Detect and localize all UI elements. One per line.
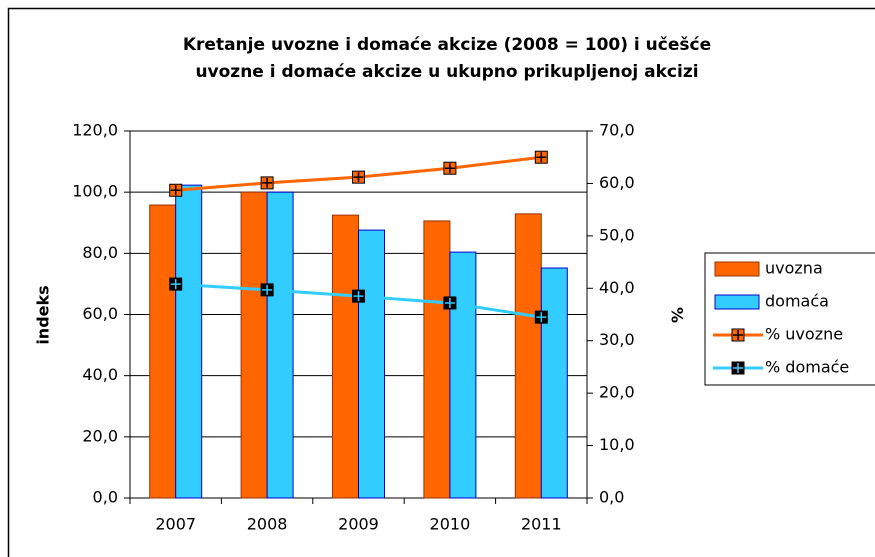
- bar: [423, 220, 451, 499]
- bar: [266, 191, 294, 499]
- y-tick-label: 120,0: [72, 121, 118, 140]
- line-marker: [169, 183, 183, 197]
- y2-tick-label: 60,0: [599, 173, 635, 192]
- y2-tick-label: 10,0: [599, 435, 635, 454]
- marker-plus: [262, 284, 273, 295]
- x-tick-label: 2011: [521, 515, 562, 534]
- marker-plus: [353, 172, 364, 183]
- legend-swatch: [714, 261, 760, 277]
- marker-plus: [444, 163, 455, 174]
- y2-tick-label: 40,0: [599, 278, 635, 297]
- y2-tick-label: 0,0: [599, 488, 624, 507]
- line-marker: [260, 176, 274, 190]
- y-tick-label: 20,0: [82, 426, 118, 445]
- bar: [149, 204, 177, 499]
- marker-plus: [170, 185, 181, 196]
- y2-axis-label: %: [668, 307, 687, 323]
- line-marker: [260, 283, 274, 297]
- bar: [175, 184, 203, 499]
- legend-label: domaća: [765, 292, 829, 311]
- chart-title: uvozne i domaće akcize u ukupno prikuplj…: [195, 62, 698, 82]
- y2-tick-label: 50,0: [599, 225, 635, 244]
- legend-label: % uvozne: [765, 325, 843, 344]
- y-tick-label: 80,0: [82, 243, 118, 262]
- marker-plus: [262, 177, 273, 188]
- chart-title: Kretanje uvozne i domaće akcize (2008 = …: [183, 35, 711, 55]
- y-tick-label: 40,0: [82, 365, 118, 384]
- line-marker: [731, 328, 745, 342]
- y-axis-label: indeks: [34, 285, 53, 344]
- y2-tick-label: 30,0: [599, 330, 635, 349]
- y-tick-label: 60,0: [82, 304, 118, 323]
- bar: [240, 191, 268, 499]
- bar: [449, 251, 477, 499]
- y-tick-label: 100,0: [72, 182, 118, 201]
- marker-plus: [733, 363, 743, 373]
- marker-plus: [536, 312, 547, 323]
- x-tick-label: 2008: [247, 515, 288, 534]
- bar: [514, 213, 542, 499]
- bar: [332, 214, 359, 499]
- line-marker: [352, 170, 365, 184]
- x-tick-label: 2009: [338, 515, 379, 534]
- marker-plus: [444, 297, 455, 308]
- x-tick-label: 2010: [430, 515, 471, 534]
- y-tick-label: 0,0: [93, 488, 118, 507]
- marker-plus: [170, 279, 181, 290]
- x-tick-label: 2007: [155, 515, 196, 534]
- marker-plus: [733, 330, 743, 340]
- line-marker: [731, 361, 745, 375]
- y2-tick-label: 70,0: [599, 121, 635, 140]
- bar: [358, 229, 385, 499]
- legend-label: uvozna: [765, 259, 823, 278]
- bar: [540, 267, 568, 499]
- legend-swatch: [714, 294, 760, 310]
- line-marker: [352, 289, 365, 303]
- line-marker: [534, 150, 548, 164]
- line-marker: [443, 161, 457, 175]
- marker-plus: [536, 152, 547, 163]
- y2-tick-label: 20,0: [599, 383, 635, 402]
- line-marker: [443, 296, 457, 310]
- marker-plus: [353, 291, 364, 302]
- line-marker: [534, 310, 548, 324]
- line-marker: [169, 277, 183, 291]
- legend-label: % domaće: [765, 358, 849, 377]
